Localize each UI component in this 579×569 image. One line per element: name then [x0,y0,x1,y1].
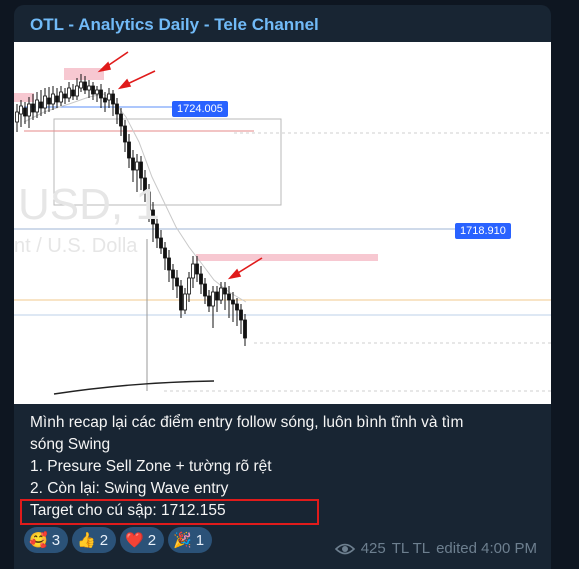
candle-body [231,299,235,305]
candle-body [15,111,19,123]
reactions-bar: 🥰 3 👍 2 ❤️ 2 🎉 1 [24,527,213,553]
message-meta: 425 TL TL edited 4:00 PM [334,540,537,557]
message-text: Mình recap lại các điểm entry follow són… [30,412,540,522]
candle-body [47,97,51,105]
candle-body [111,93,115,105]
channel-title[interactable]: OTL - Analytics Daily - Tele Channel [30,15,319,34]
candle-body [191,263,195,279]
reaction-count: 3 [51,531,61,549]
message-line-2: sóng Swing [30,436,111,453]
candle-body [215,291,219,301]
heart-icon: ❤️ [125,531,144,549]
candle-body [91,85,95,95]
candle-body [219,287,223,301]
message-line-1: Mình recap lại các điểm entry follow són… [30,414,464,431]
candle-body [207,295,211,307]
candle-body [95,89,99,95]
candle-body [159,237,163,249]
reaction-party-popper[interactable]: 🎉 1 [168,527,213,553]
candle-body [211,291,215,307]
reaction-count: 2 [147,531,157,549]
candle-body [83,81,87,91]
candles [15,74,247,346]
supply-zone-right [196,254,378,261]
candle-body [183,293,187,311]
moving-average [23,93,247,303]
range-box [53,118,282,206]
candle-body [163,247,167,259]
candle-body [195,263,199,275]
message-line-5: Target cho cú sập: 1712.155 [30,502,226,519]
candle-body [167,257,171,271]
price-label-1724: 1724.005 [172,101,228,117]
post-author: TL TL [391,540,431,557]
candle-body [227,293,231,301]
candle-body [151,209,155,225]
candle-body [147,191,151,211]
candle-body [239,309,243,321]
candle-body [87,85,91,91]
candle-body [175,277,179,287]
candle-body [235,303,239,311]
thumbs-up-icon: 👍 [77,531,96,549]
candle-body [135,161,139,171]
candle-body [39,101,43,109]
candle-body [139,161,143,179]
message-line-3: 1. Presure Sell Zone + tường rõ rệt [30,458,272,475]
candle-body [75,85,79,97]
supply-zone-top [64,68,104,80]
reaction-heart[interactable]: ❤️ 2 [120,527,165,553]
candle-body [187,277,191,295]
bottom-curve [53,380,215,395]
candle-body [131,157,135,171]
chart-watermark-description: nt / U.S. Dolla [14,235,138,257]
smiling-hearts-icon: 🥰 [29,531,48,549]
candle-body [79,81,83,89]
candle-body [67,87,71,99]
candle-body [23,107,27,117]
party-popper-icon: 🎉 [173,531,192,549]
candle-body [55,95,59,103]
candle-body [43,95,47,109]
candle-body [99,89,103,99]
price-label-1718: 1718.910 [455,223,511,239]
candle-body [127,141,131,159]
candle-body [27,103,31,117]
candle-body [107,93,111,101]
candle-body [71,89,75,97]
candle-body [119,113,123,127]
view-count: 425 [360,540,386,557]
edited-time: edited 4:00 PM [436,540,537,557]
candle-body [123,125,127,143]
candle-body [143,177,147,193]
candle-body [59,91,63,103]
message-line-4: 2. Còn lại: Swing Wave entry [30,480,229,497]
eye-icon [334,543,355,554]
reaction-count: 2 [99,531,109,549]
reaction-count: 1 [195,531,205,549]
candle-body [179,285,183,311]
price-chart [14,51,551,395]
candle-body [223,287,227,295]
candle-body [31,103,35,113]
candle-body [115,103,119,115]
candle-body [171,269,175,279]
candle-body [103,97,107,103]
candle-body [199,273,203,285]
candle-body [203,283,207,297]
candle-body [243,319,247,339]
candle-body [155,223,159,239]
candle-body [51,93,55,105]
candle-body [63,93,67,99]
reaction-thumbs-up[interactable]: 👍 2 [72,527,117,553]
candle-body [35,99,39,113]
supply-zone-left [14,93,34,102]
arrows [97,51,263,280]
message-bubble[interactable]: OTL - Analytics Daily - Tele Channel USD… [14,5,551,569]
chart-watermark-symbol: USD, 1 [18,180,160,229]
chart-image[interactable]: USD, 1 nt / U.S. Dolla [14,42,551,404]
candle-body [19,105,23,115]
highlight-box [20,499,319,525]
reaction-smiling-hearts[interactable]: 🥰 3 [24,527,69,553]
